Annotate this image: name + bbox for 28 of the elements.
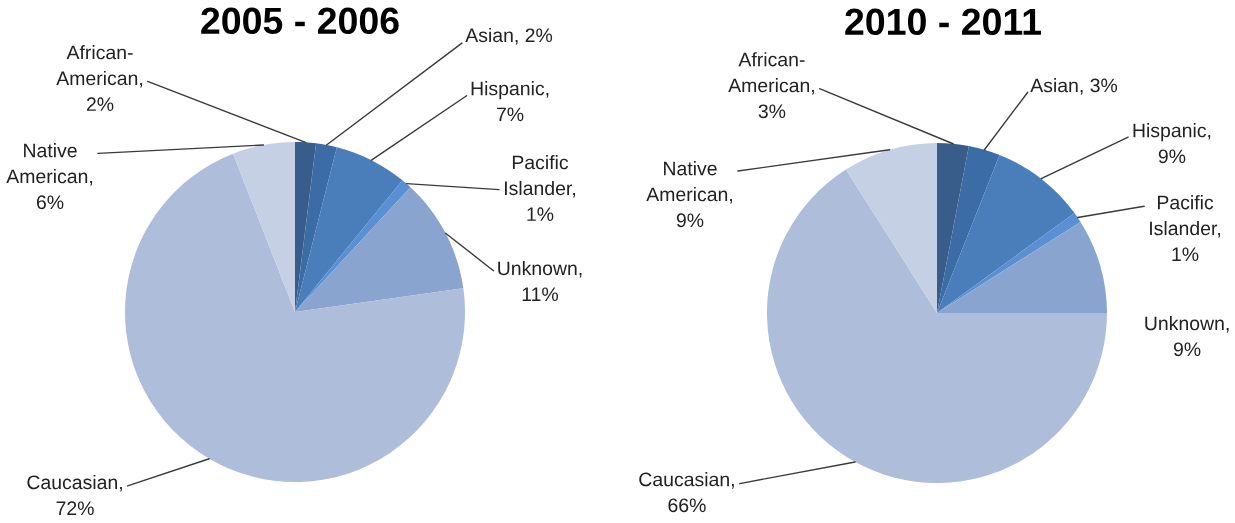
pie-slice — [125, 153, 465, 482]
chart-title: 2005 - 2006 — [201, 7, 399, 35]
data-label: Unknown, 11% — [498, 260, 582, 302]
pie-slice — [295, 147, 403, 312]
pie-slice — [845, 143, 937, 313]
data-label: Asian, 3% — [1030, 78, 1118, 95]
data-label: Pacific Islander, 1% — [505, 155, 575, 221]
data-label: Caucasian, 66% — [639, 472, 734, 513]
pie-slice — [937, 143, 969, 313]
pie-slice — [295, 187, 464, 312]
data-label: Unknown, 9% — [1145, 315, 1229, 357]
data-label: Pacific Islander, 1% — [1150, 195, 1221, 262]
pie-slice — [295, 143, 337, 312]
pie-slice — [937, 213, 1081, 313]
data-label: Native American, 9% — [646, 161, 733, 228]
pie-slice — [233, 142, 295, 312]
data-label: Hispanic, 7% — [471, 81, 549, 122]
data-label: Native American, 6% — [6, 143, 93, 210]
data-label: African-American, 3% — [728, 52, 814, 119]
data-label: African-American, 2% — [56, 45, 143, 111]
pie-slice — [767, 169, 1107, 483]
chart-title: 2010 - 2011 — [845, 8, 1042, 36]
pie-slice — [937, 154, 1075, 313]
data-label: Caucasian, 72% — [27, 474, 122, 516]
pie-slice — [937, 146, 1000, 313]
pie-slice — [937, 221, 1107, 313]
data-label: Asian, 2% — [465, 27, 553, 45]
data-label: Hispanic, 9% — [1133, 123, 1211, 164]
